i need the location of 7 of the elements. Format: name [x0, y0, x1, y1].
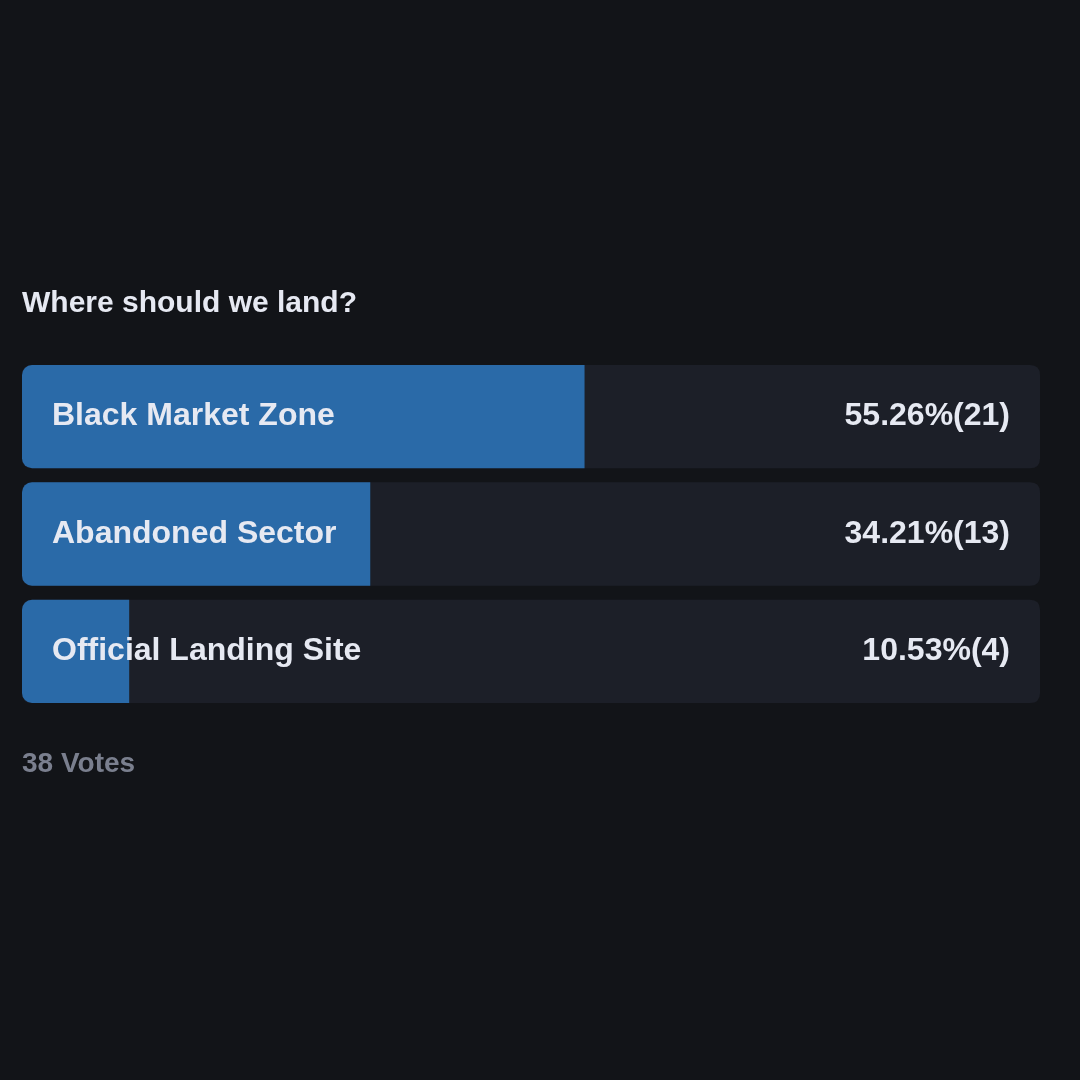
- data-label: 34.21%(13): [844, 513, 1010, 550]
- data-label: 10.53%(4): [862, 631, 1010, 668]
- data-label: 55.26%(21): [844, 396, 1010, 433]
- y-tick-label: Black Market Zone: [52, 396, 335, 433]
- chart-title: Where should we land?: [22, 285, 358, 318]
- text: 38 Votes: [22, 747, 136, 778]
- y-tick-label: Abandoned Sector: [52, 513, 337, 550]
